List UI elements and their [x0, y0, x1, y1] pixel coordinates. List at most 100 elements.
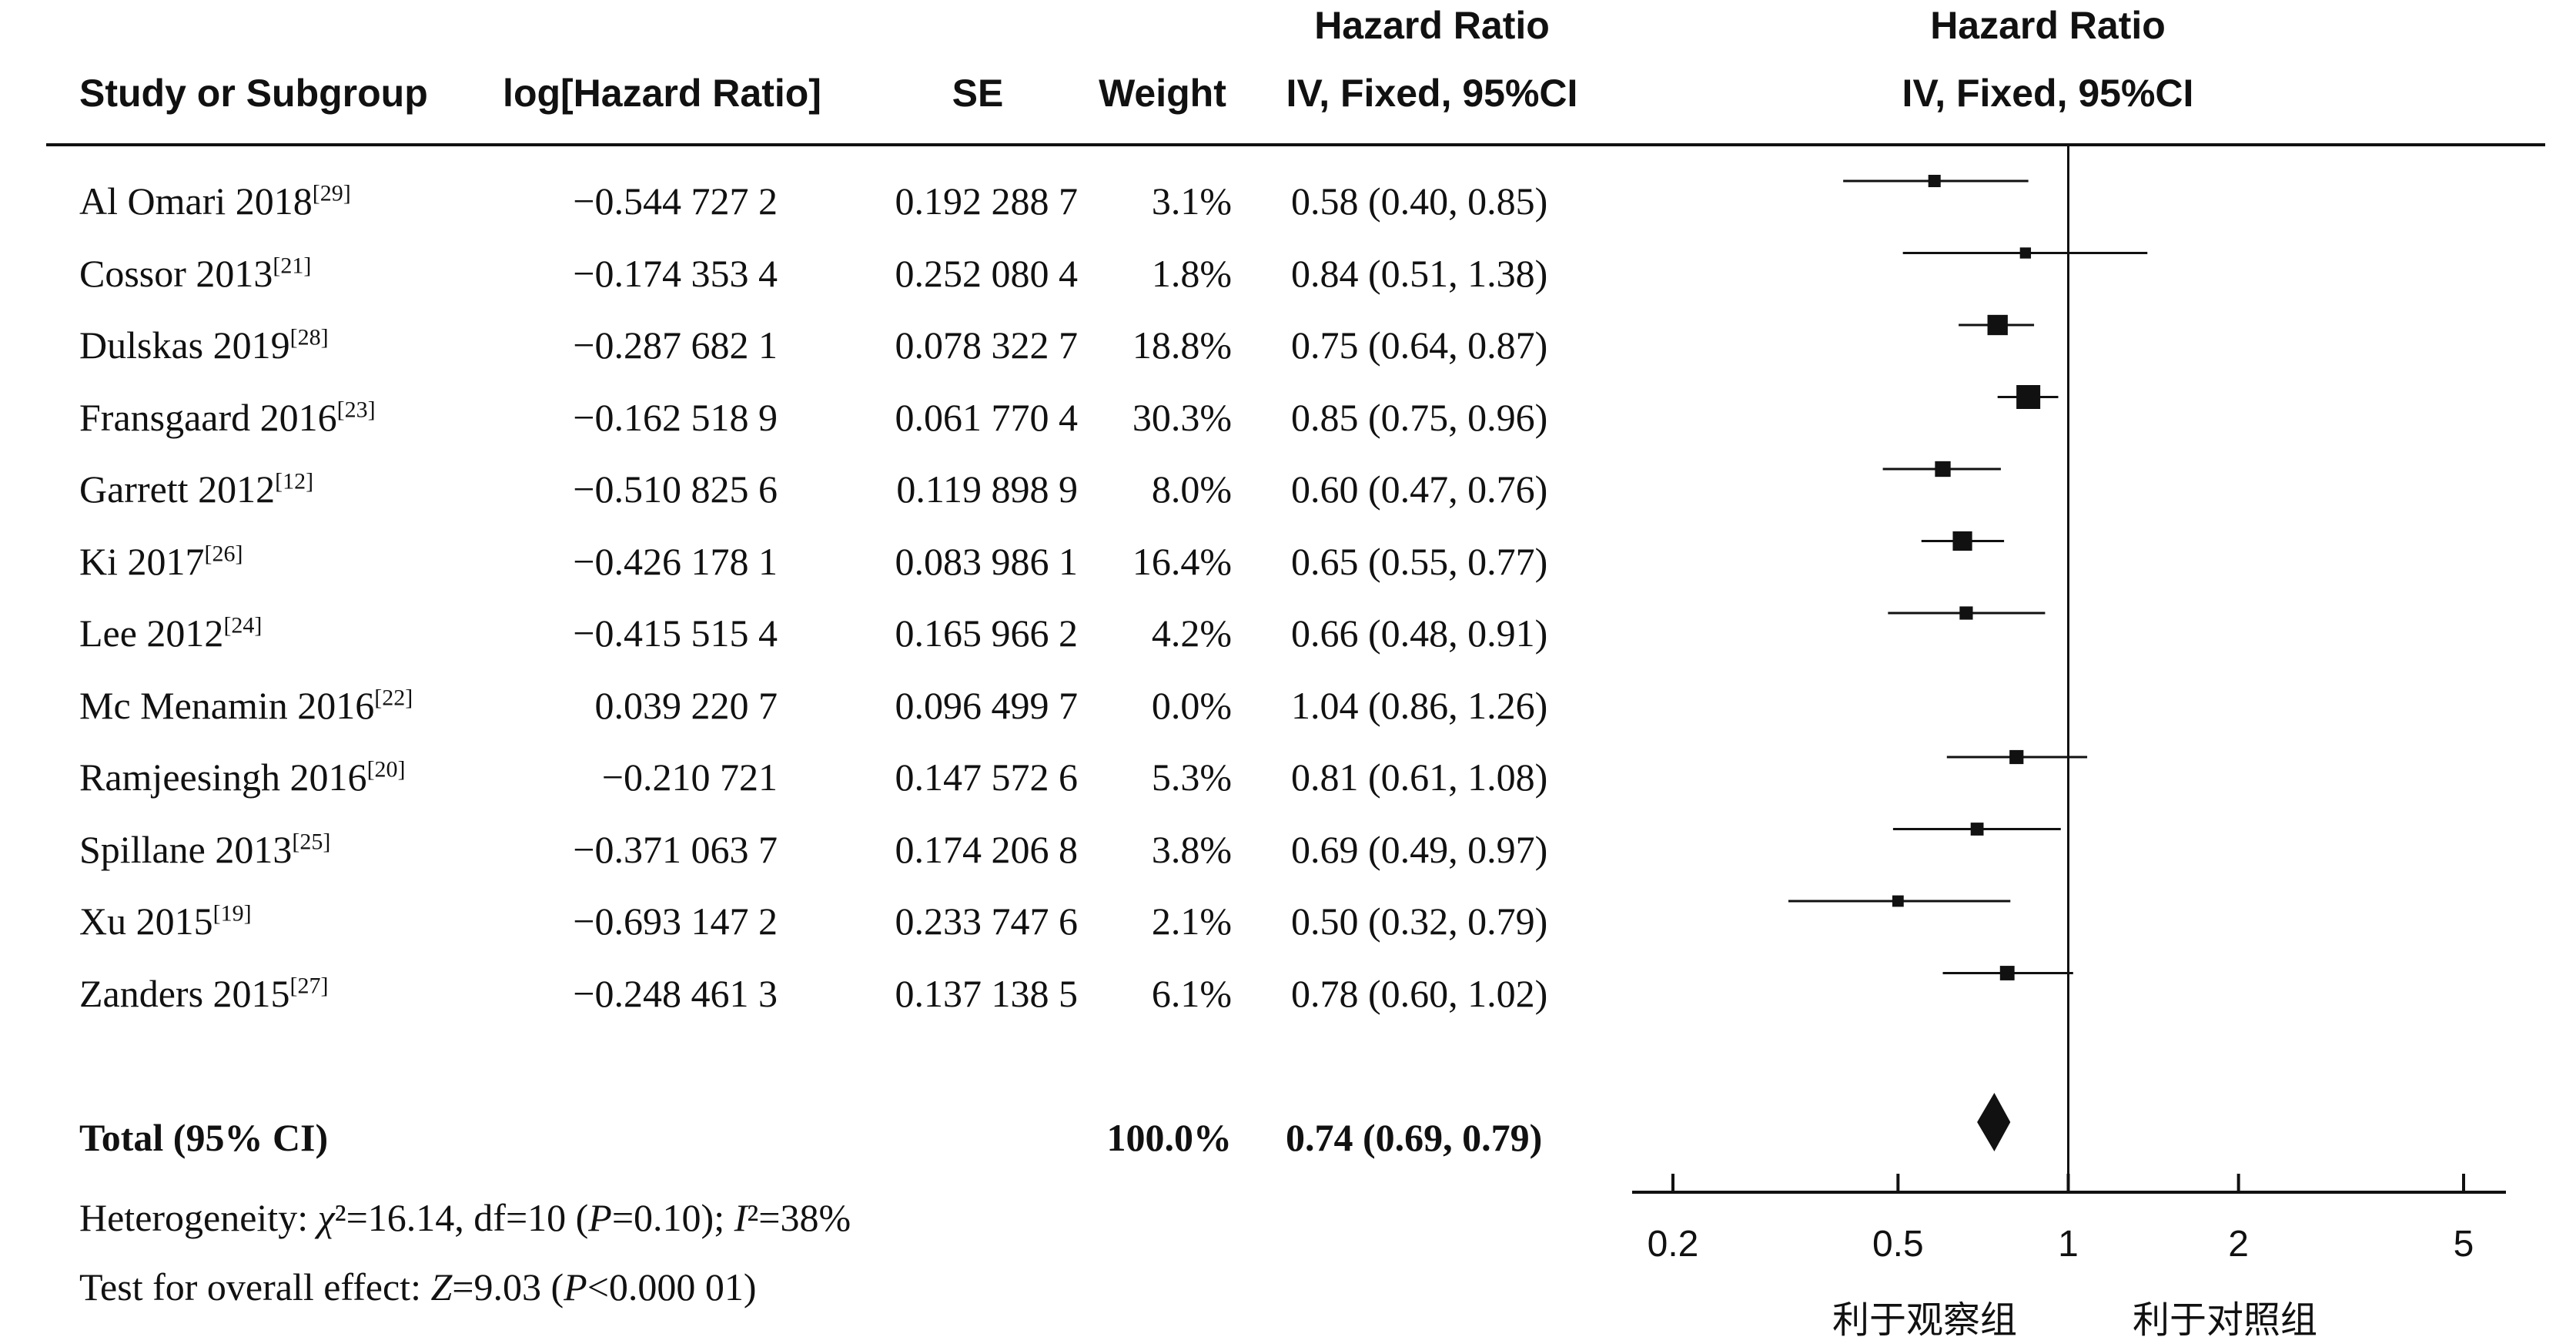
study-hr-ci: 1.04 (0.86, 1.26)	[1291, 683, 1548, 727]
study-weight: 18.8%	[1132, 323, 1232, 367]
header-loghr: log[Hazard Ratio]	[503, 72, 821, 115]
study-se: 0.252 080 4	[895, 251, 1079, 295]
study-weight: 3.8%	[1151, 827, 1232, 871]
study-weight: 0.0%	[1151, 683, 1232, 727]
study-name: Al Omari 2018[29]	[79, 179, 351, 223]
study-name-text: Garrett 2012	[79, 467, 276, 511]
study-name-text: Fransgaard 2016	[79, 395, 337, 439]
header-hr-title: Hazard Ratio	[1314, 4, 1550, 47]
favors-right-label: 利于对照组	[2133, 1298, 2317, 1337]
study-name: Ki 2017[26]	[79, 539, 243, 584]
study-loghr: −0.426 178 1	[573, 539, 778, 583]
point-estimate	[1959, 606, 1973, 620]
study-reference: [23]	[336, 396, 376, 422]
study-se: 0.096 499 7	[895, 683, 1079, 727]
study-reference: [28]	[289, 324, 329, 350]
study-weight: 2.1%	[1151, 900, 1232, 943]
study-name: Garrett 2012[12]	[79, 467, 313, 511]
point-estimate	[1999, 966, 2015, 980]
study-loghr: −0.174 353 4	[573, 251, 778, 295]
study-reference: [12]	[275, 468, 314, 494]
study-name: Ramjeesingh 2016[20]	[79, 755, 406, 799]
study-se: 0.233 747 6	[895, 900, 1079, 943]
study-name: Fransgaard 2016[23]	[79, 395, 376, 440]
study-reference: [25]	[292, 828, 331, 854]
point-estimate	[1928, 174, 1941, 188]
total-weight: 100.0%	[1106, 1116, 1233, 1159]
study-weight: 3.1%	[1151, 179, 1232, 223]
study-weight: 30.3%	[1132, 395, 1232, 439]
study-hr-ci: 0.84 (0.51, 1.38)	[1291, 251, 1548, 295]
point-estimate	[1970, 823, 1984, 836]
study-name: Xu 2015[19]	[79, 899, 252, 943]
study-name-text: Dulskas 2019	[79, 323, 290, 367]
study-hr-ci: 0.58 (0.40, 0.85)	[1291, 179, 1548, 223]
point-estimate	[2016, 385, 2041, 409]
total-hr: 0.74 (0.69, 0.79)	[1286, 1116, 1543, 1159]
study-name-text: Al Omari 2018	[79, 179, 313, 223]
heterogeneity-text: Heterogeneity: χ²=16.14, df=10 (P=0.10);…	[79, 1196, 851, 1239]
study-se: 0.119 898 9	[896, 467, 1078, 511]
header-se: SE	[952, 72, 1004, 115]
study-name-text: Ramjeesingh 2016	[79, 756, 367, 799]
study-loghr: −0.415 515 4	[573, 612, 778, 655]
study-loghr: −0.287 682 1	[573, 323, 778, 367]
study-reference: [19]	[212, 900, 252, 927]
study-loghr: 0.039 220 7	[594, 683, 778, 727]
study-name-text: Spillane 2013	[79, 827, 293, 871]
study-weight: 8.0%	[1151, 467, 1232, 511]
study-name-text: Zanders 2015	[79, 971, 290, 1015]
study-se: 0.083 986 1	[895, 539, 1079, 583]
header-weight: Weight	[1099, 72, 1226, 115]
study-hr-ci: 0.60 (0.47, 0.76)	[1291, 467, 1548, 511]
header-plot-method: IV, Fixed, 95%CI	[1902, 72, 2194, 115]
study-se: 0.147 572 6	[895, 756, 1079, 799]
study-name: Spillane 2013[25]	[79, 827, 330, 872]
header-study: Study or Subgroup	[79, 72, 428, 115]
study-hr-ci: 0.81 (0.61, 1.08)	[1291, 756, 1548, 799]
study-name: Lee 2012[24]	[79, 611, 262, 655]
study-name-text: Xu 2015	[79, 900, 213, 943]
study-hr-ci: 0.65 (0.55, 0.77)	[1291, 539, 1548, 583]
x-tick-label: 0.2	[1648, 1224, 1699, 1265]
study-reference: [29]	[312, 180, 351, 206]
study-weight: 4.2%	[1151, 612, 1232, 655]
study-se: 0.137 138 5	[895, 971, 1079, 1015]
x-tick-label: 2	[2228, 1224, 2249, 1265]
study-loghr: −0.544 727 2	[573, 179, 778, 223]
point-estimate	[1935, 461, 1951, 478]
study-loghr: −0.371 063 7	[573, 827, 778, 871]
study-weight: 16.4%	[1132, 539, 1232, 583]
x-tick-label: 5	[2454, 1224, 2474, 1265]
header-plot-title: Hazard Ratio	[1930, 4, 2166, 47]
x-tick-label: 0.5	[1872, 1224, 1924, 1265]
header-rule	[46, 143, 2545, 146]
study-se: 0.061 770 4	[895, 395, 1079, 439]
study-hr-ci: 0.66 (0.48, 0.91)	[1291, 612, 1548, 655]
study-se: 0.078 322 7	[895, 323, 1079, 367]
point-estimate	[1952, 531, 1972, 551]
study-hr-ci: 0.50 (0.32, 0.79)	[1291, 900, 1548, 943]
study-reference: [27]	[289, 972, 329, 998]
study-loghr: −0.210 721	[601, 756, 778, 799]
favors-left-label: 利于观察组	[1832, 1298, 2017, 1337]
study-weight: 1.8%	[1151, 251, 1232, 295]
study-loghr: −0.693 147 2	[573, 900, 778, 943]
point-estimate	[1987, 314, 2008, 336]
study-name: Zanders 2015[27]	[79, 971, 329, 1016]
study-se: 0.165 966 2	[895, 612, 1079, 655]
study-hr-ci: 0.85 (0.75, 0.96)	[1291, 395, 1548, 439]
study-se: 0.192 288 7	[895, 179, 1079, 223]
point-estimate	[1892, 895, 1904, 907]
study-weight: 6.1%	[1151, 971, 1232, 1015]
point-estimate	[2009, 749, 2024, 765]
study-name: Cossor 2013[21]	[79, 251, 311, 296]
x-tick-label: 1	[2058, 1224, 2079, 1265]
study-loghr: −0.248 461 3	[573, 971, 778, 1015]
study-hr-ci: 0.75 (0.64, 0.87)	[1291, 323, 1548, 367]
overall-effect-text: Test for overall effect: Z=9.03 (P<0.000…	[79, 1265, 757, 1309]
study-name-text: Cossor 2013	[79, 251, 273, 295]
study-loghr: −0.162 518 9	[573, 395, 778, 439]
